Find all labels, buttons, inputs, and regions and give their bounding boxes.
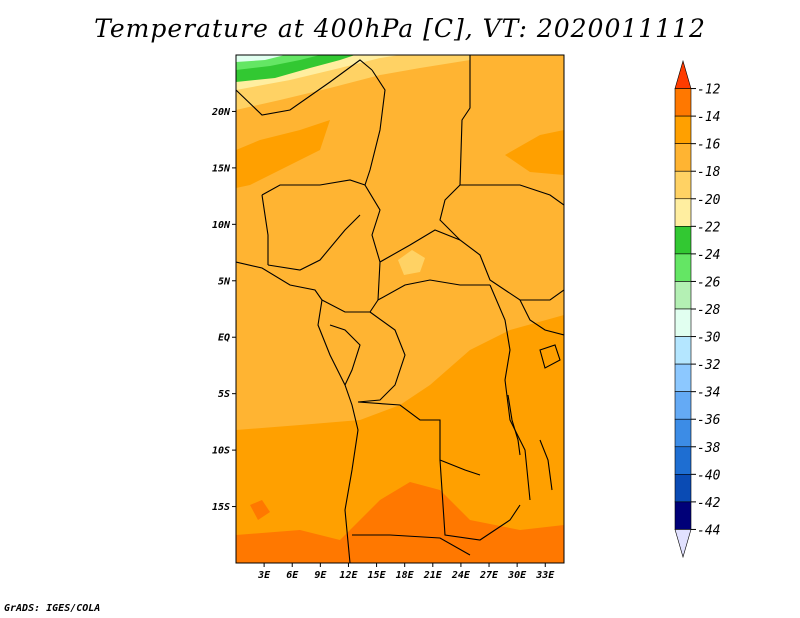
lon-tick-label: 18E <box>396 570 415 581</box>
west-coastline <box>236 261 359 563</box>
border-nigeria <box>261 179 366 196</box>
lat-axis: 20N 15N 10N 5N EQ 5S 10S 15S <box>211 107 236 513</box>
country-borders <box>236 55 564 563</box>
temperature-fill <box>236 55 564 563</box>
colorbar-segment <box>674 281 692 310</box>
colorbar-segment <box>674 253 692 282</box>
border-drc-angola <box>357 401 481 476</box>
chart-title: Temperature at 400hPa [C], VT: 202001111… <box>94 14 706 43</box>
border-zambia <box>439 459 521 541</box>
lat-tick-label: 10N <box>212 220 231 231</box>
colorbar-segment <box>674 446 692 475</box>
lon-tick-label: 30E <box>507 570 527 581</box>
credit-label: GrADS: IGES/COLA <box>4 603 101 614</box>
colorbar-label: -26 <box>697 275 721 290</box>
colorbar-label: -24 <box>697 248 720 263</box>
border-east <box>489 284 531 501</box>
lon-tick-label: 27E <box>479 570 499 581</box>
border-east-2 <box>519 299 564 336</box>
border-car-drc <box>377 279 490 301</box>
lon-tick-label: 3E <box>257 570 271 581</box>
lon-tick-label: 12E <box>339 570 358 581</box>
colorbar-segment <box>674 88 692 117</box>
lon-tick-label: 6E <box>286 570 299 581</box>
colorbar-label: -20 <box>697 193 721 208</box>
colorbar-segment <box>674 226 692 255</box>
field-cool-center <box>398 250 425 275</box>
colorbar-label: -16 <box>697 138 721 153</box>
colorbar-label: -34 <box>697 386 720 401</box>
colorbar-segment <box>674 336 692 365</box>
lon-tick-label: 15E <box>368 570 387 581</box>
border-sudan <box>460 184 564 206</box>
lake-tanganyika <box>507 394 521 456</box>
colorbar-segment <box>674 308 692 337</box>
lake-malawi <box>539 439 553 491</box>
lat-tick-label: 5N <box>218 276 231 287</box>
lake-victoria <box>539 344 561 369</box>
field-hot-south <box>236 482 564 563</box>
colorbar-label: -12 <box>697 83 721 98</box>
field-coldest <box>236 55 285 62</box>
colorbar: -12 -14 -16 -18 -20 -22 -24 -26 -28 -30 -32 -34 -36 -… <box>674 59 721 559</box>
colorbar-label: -18 <box>697 165 721 180</box>
colorbar-label: -42 <box>697 496 721 511</box>
colorbar-segment <box>674 170 692 200</box>
colorbar-segment <box>674 143 692 172</box>
map-frame <box>235 54 565 564</box>
colorbar-segment <box>674 115 692 144</box>
colorbar-label: -28 <box>697 303 721 318</box>
field-hot-patch <box>250 500 270 520</box>
colorbar-segment <box>674 418 692 448</box>
border-libya-chad <box>439 55 564 301</box>
lon-tick-label: 33E <box>535 570 555 581</box>
lat-tick-label: EQ <box>218 333 230 344</box>
colorbar-segment <box>674 391 692 420</box>
border-nigeria-south <box>267 214 361 271</box>
border-gabon <box>329 324 361 386</box>
lon-tick-label: 24E <box>451 570 471 581</box>
colorbar-label: -36 <box>697 413 721 428</box>
lat-tick-label: 15S <box>212 502 230 513</box>
colorbar-label: -38 <box>697 441 721 456</box>
field-warm-east <box>505 130 564 175</box>
border-chad-car <box>379 229 461 263</box>
field-warm-northwest <box>236 120 330 188</box>
colorbar-top-triangle <box>674 59 692 89</box>
lat-tick-label: 5S <box>218 389 230 400</box>
lon-tick-label: 9E <box>314 570 327 581</box>
lon-tick-label: 21E <box>423 570 443 581</box>
colorbar-label: -32 <box>697 358 721 373</box>
border-congo <box>357 311 406 403</box>
border-benin <box>261 194 269 265</box>
border-angola-namibia <box>352 534 471 556</box>
colorbar-label: -22 <box>697 220 721 235</box>
colorbar-label: -14 <box>697 110 720 125</box>
lat-tick-label: 10S <box>212 446 230 457</box>
lon-axis: 3E 6E 9E 12E 15E 18E 21E 24E 27E 30E 33E <box>257 563 555 581</box>
colorbar-segment <box>674 474 692 503</box>
colorbar-segment <box>674 501 692 530</box>
border-north-1 <box>236 59 373 116</box>
colorbar-label: -40 <box>697 468 721 483</box>
lat-tick-label: 20N <box>211 107 231 118</box>
colorbar-label: -44 <box>697 523 720 538</box>
lat-tick-label: 15N <box>212 163 231 174</box>
colorbar-segment <box>674 198 692 227</box>
colorbar-label: -30 <box>697 331 721 346</box>
border-cameroon <box>321 299 379 313</box>
colorbar-segment <box>674 363 692 392</box>
colorbar-bottom-triangle <box>674 529 692 559</box>
field-warm-south <box>236 315 564 563</box>
